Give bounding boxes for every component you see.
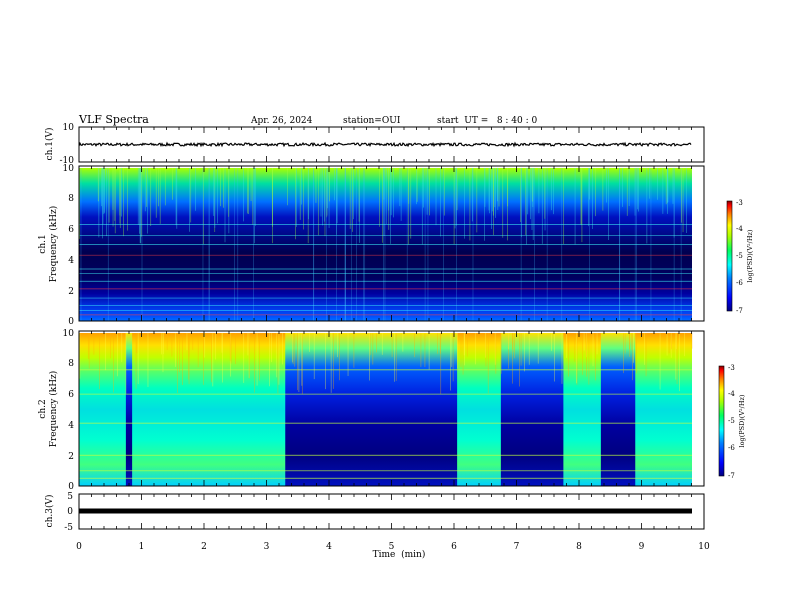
ch1-ytick-bottom: -10 [60, 156, 75, 166]
ch2-spec-ytick-2: 2 [68, 452, 74, 462]
station-label: station=OUI [343, 116, 401, 126]
ch1-spec-ytick-4: 4 [68, 256, 74, 266]
ch1-spectrogram-detail [79, 168, 692, 321]
time-tick-label: 0 [76, 542, 82, 552]
time-tick-label: 9 [639, 542, 645, 552]
time-tick-label: 4 [326, 542, 332, 552]
ch1-ytick-top: 10 [63, 123, 75, 133]
ch2-spectrogram-ylabel-ch: ch.2 [38, 399, 48, 418]
ch2-spec-ytick-10: 10 [63, 329, 75, 339]
ch2-spectrogram-yticks: 0 2 4 6 8 10 [63, 329, 75, 492]
ch1-waveform-trace [78, 141, 692, 148]
date-label: Apr. 26, 2024 [250, 116, 313, 126]
ch3-waveform-panel: 5 0 -5 ch.3(V) [44, 492, 705, 533]
time-tick-label: 1 [139, 542, 145, 552]
ch1-waveform-ylabel: ch.1(V) [44, 128, 55, 161]
cb2-tick-3: -3 [728, 364, 735, 372]
time-tick-label: 2 [201, 542, 207, 552]
time-tick-label: 3 [264, 542, 270, 552]
cb2-tick-7: -7 [728, 472, 735, 480]
ch1-spectrogram-ylabel-freq: Frequency (kHz) [48, 206, 59, 283]
ch1-spectrogram-ylabel-ch: ch.1 [38, 234, 48, 253]
cb2-tick-5: -5 [728, 417, 735, 425]
ch1-spec-ytick-6: 6 [68, 225, 74, 235]
time-tick-label: 10 [698, 542, 710, 552]
ch1-spectrogram-yticks: 0 2 4 6 8 10 [63, 164, 75, 327]
ch1-spec-ytick-0: 0 [68, 317, 74, 327]
cb2-label: log(PSD)(V²/Hz) [738, 394, 746, 447]
time-tick-label: 5 [389, 542, 395, 552]
ch2-low-intensity-segment [285, 333, 458, 486]
ch2-spec-ytick-4: 4 [68, 421, 74, 431]
time-tick-label: 8 [576, 542, 582, 552]
ch2-spec-ytick-8: 8 [68, 359, 74, 369]
ch1-colorbar: -3 -4 -5 -6 -7 log(PSD)(V²/Hz) [726, 199, 754, 315]
time-tick-label: 7 [514, 542, 520, 552]
start-time-label: start UT = 8 : 40 : 0 [437, 116, 538, 126]
ch3-ytick-mid: 0 [67, 507, 73, 517]
ch1-spec-ytick-10: 10 [63, 164, 75, 174]
ch1-spec-ytick-2: 2 [68, 287, 74, 297]
ch2-spectrogram-ylabel-freq: Frequency (kHz) [48, 371, 59, 448]
figure-title: VLF Spectra [78, 113, 149, 126]
time-axis-label: Time (min) [373, 549, 426, 560]
time-axis-ticks [78, 127, 705, 529]
cb1-tick-3: -3 [736, 199, 743, 207]
ch1-spec-ytick-8: 8 [68, 194, 74, 204]
cb1-label: log(PSD)(V²/Hz) [746, 229, 754, 282]
ch2-spec-ytick-0: 0 [68, 482, 74, 492]
cb1-tick-6: -6 [736, 279, 743, 287]
cb1-tick-5: -5 [736, 252, 743, 260]
ch2-spectrogram-detail [79, 333, 693, 486]
ch2-low-intensity-segment [125, 333, 133, 486]
ch3-waveform-ylabel: ch.3(V) [44, 495, 55, 528]
cb2-tick-6: -6 [728, 444, 735, 452]
ch3-ytick-bottom: -5 [64, 523, 73, 533]
time-axis-labels: 0 1 2 3 4 5 6 7 8 9 10 [76, 542, 710, 552]
ch2-colorbar: -3 -4 -5 -6 -7 log(PSD)(V²/Hz) [718, 364, 746, 480]
ch2-spectrogram-panel: 0 2 4 6 8 10 ch.2 Frequency (kHz) [38, 329, 705, 492]
cb1-tick-7: -7 [736, 307, 743, 315]
ch1-spectrogram-panel: 0 2 4 6 8 10 ch.1 Frequency (kHz) [38, 164, 705, 327]
cb2-tick-4: -4 [728, 390, 735, 398]
ch2-low-intensity-segment [500, 333, 564, 486]
ch3-ytick-top: 5 [67, 492, 73, 502]
ch2-spec-ytick-6: 6 [68, 390, 74, 400]
time-tick-label: 6 [451, 542, 457, 552]
ch2-low-intensity-segment [600, 333, 636, 486]
cb1-tick-4: -4 [736, 225, 743, 233]
ch1-waveform-panel: 10 -10 ch.1(V) [44, 123, 705, 166]
